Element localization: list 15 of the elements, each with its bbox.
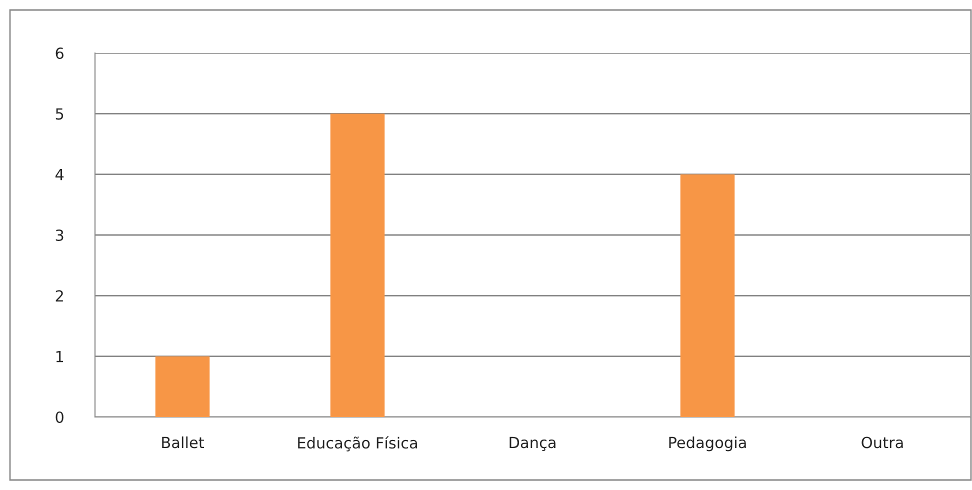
- bar: [330, 114, 385, 417]
- x-tick-label: Outra: [862, 436, 903, 448]
- y-tick-label: 3: [56, 229, 64, 242]
- y-tick-label: 4: [55, 169, 64, 180]
- y-tick-label: 0: [56, 411, 64, 424]
- bar: [680, 174, 735, 417]
- y-tick-label: 1: [56, 351, 64, 362]
- y-tick-label: 6: [56, 47, 64, 60]
- y-tick-label: 2: [56, 290, 63, 302]
- y-tick-label: 5: [56, 108, 64, 120]
- x-tick-label: Educação Física: [298, 436, 417, 452]
- x-tick-label: Dança: [510, 436, 556, 451]
- x-tick-label: Pedagogia: [669, 436, 746, 452]
- bar: [155, 356, 210, 417]
- x-tick-label: Ballet: [162, 436, 204, 448]
